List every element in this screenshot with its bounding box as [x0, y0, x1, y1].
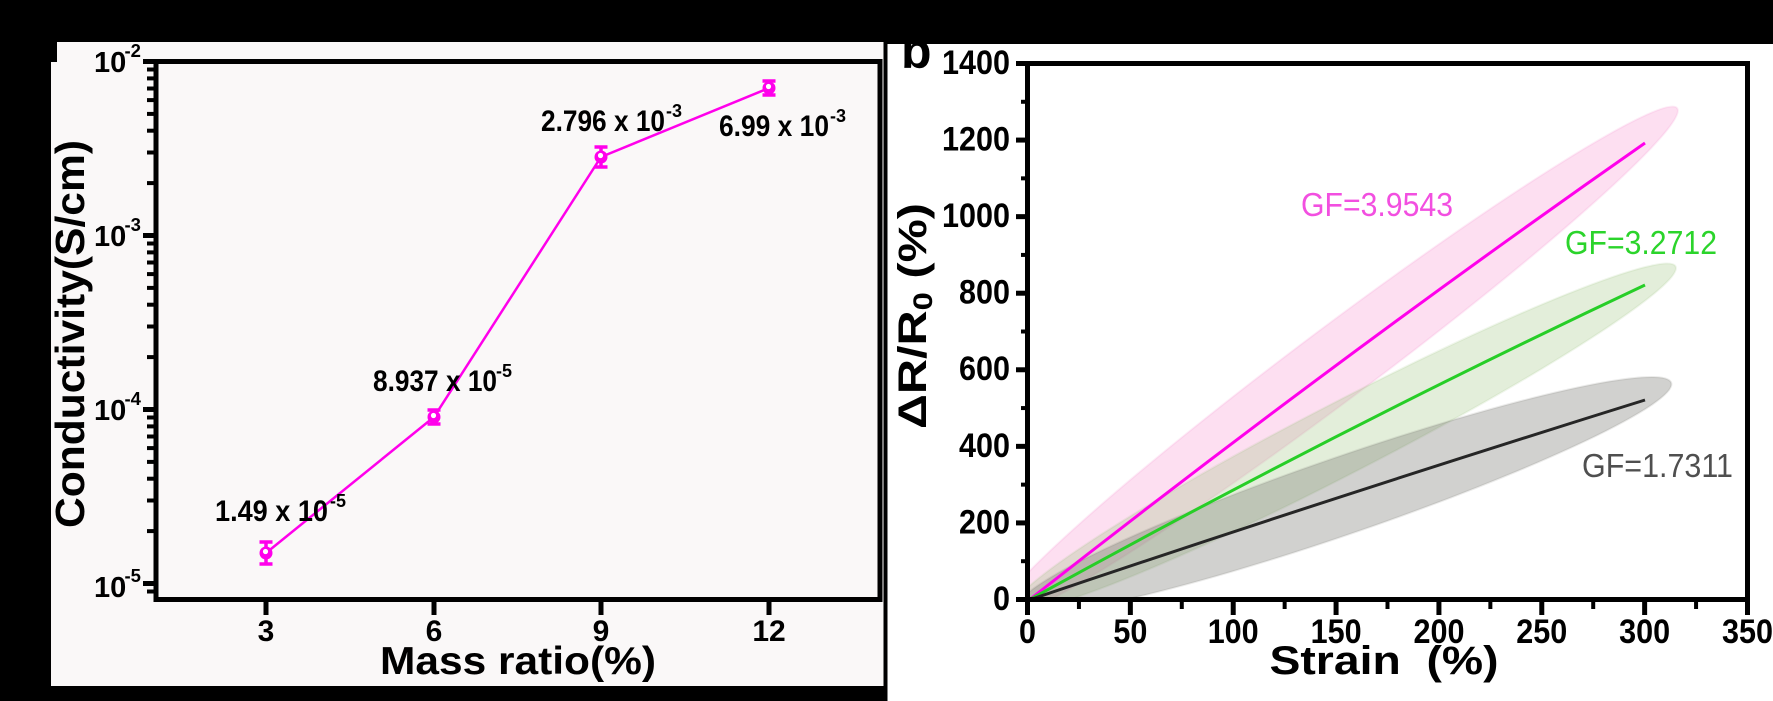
svg-text:800: 800 — [959, 274, 1010, 312]
svg-text:300: 300 — [1619, 613, 1670, 651]
svg-text:250: 250 — [1516, 613, 1567, 651]
svg-text:ΔR/R0 (%): ΔR/R0 (%) — [891, 203, 938, 429]
svg-text:Strain (%): Strain (%) — [1270, 639, 1499, 683]
svg-text:100: 100 — [1208, 613, 1259, 651]
svg-text:50: 50 — [1113, 613, 1147, 651]
svg-text:6.99 x 10: 6.99 x 10 — [719, 110, 829, 143]
svg-text:Conductivity(S/cm): Conductivity(S/cm) — [47, 140, 93, 528]
svg-text:10: 10 — [94, 47, 126, 79]
svg-text:1000: 1000 — [942, 197, 1010, 235]
svg-text:-3: -3 — [830, 106, 846, 126]
svg-text:150: 150 — [1311, 613, 1362, 651]
svg-text:-5: -5 — [125, 565, 141, 586]
svg-text:8.937 x 10: 8.937 x 10 — [373, 365, 497, 398]
svg-text:9: 9 — [593, 615, 610, 648]
svg-text:1.49 x 10: 1.49 x 10 — [215, 495, 328, 528]
svg-text:200: 200 — [959, 504, 1010, 542]
svg-text:10: 10 — [94, 221, 126, 253]
svg-text:200: 200 — [1414, 613, 1465, 651]
svg-text:2.796 x 10: 2.796 x 10 — [541, 105, 665, 138]
svg-text:-2: -2 — [125, 40, 141, 61]
svg-text:Mass ratio(%): Mass ratio(%) — [380, 640, 656, 683]
svg-text:600: 600 — [959, 350, 1010, 388]
svg-text:0: 0 — [1019, 613, 1036, 651]
svg-text:GF=3.2712: GF=3.2712 — [1565, 224, 1717, 261]
svg-text:3: 3 — [258, 615, 275, 648]
svg-text:6: 6 — [426, 615, 443, 648]
svg-text:-3: -3 — [666, 101, 682, 121]
svg-text:-5: -5 — [496, 361, 512, 381]
svg-text:GF=3.9543: GF=3.9543 — [1301, 186, 1453, 223]
svg-text:400: 400 — [959, 427, 1010, 465]
svg-text:12: 12 — [752, 615, 785, 648]
svg-text:-3: -3 — [125, 214, 141, 235]
svg-text:1200: 1200 — [942, 121, 1010, 159]
svg-text:-4: -4 — [125, 388, 142, 409]
svg-text:-5: -5 — [330, 491, 346, 511]
svg-text:GF=1.7311: GF=1.7311 — [1582, 447, 1733, 484]
svg-text:0: 0 — [993, 580, 1010, 618]
svg-text:10: 10 — [94, 395, 126, 427]
svg-text:350: 350 — [1722, 613, 1773, 651]
svg-text:10: 10 — [94, 572, 126, 604]
svg-text:1400: 1400 — [942, 44, 1010, 82]
